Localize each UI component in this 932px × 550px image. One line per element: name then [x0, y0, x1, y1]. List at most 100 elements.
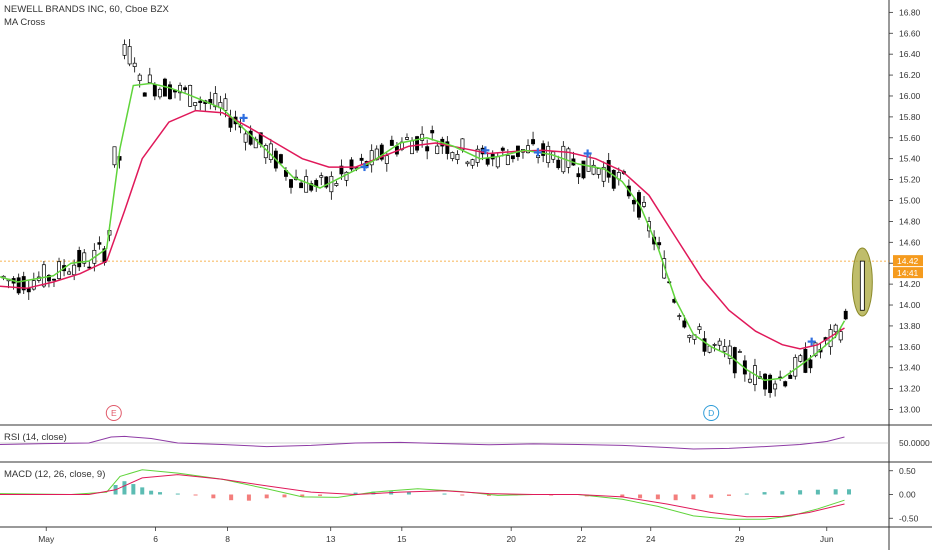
candle-body — [248, 130, 253, 145]
candle-body — [642, 201, 646, 207]
candle — [183, 85, 188, 93]
candle — [606, 152, 611, 183]
macd-hist-bar — [353, 492, 358, 495]
candle — [611, 169, 616, 192]
candle — [405, 133, 409, 141]
candle — [36, 271, 41, 283]
candle — [556, 155, 561, 170]
candle — [561, 141, 566, 174]
candle — [16, 273, 21, 295]
price-tick-label: 15.20 — [899, 175, 921, 185]
macd-hist-bar — [846, 489, 851, 495]
candle — [783, 380, 788, 388]
macd-hist-bar — [318, 494, 323, 496]
slow-ma-line — [0, 109, 845, 350]
candle — [67, 268, 72, 275]
price-tick-label: 13.40 — [899, 363, 921, 373]
candle-body — [556, 159, 561, 169]
candle-body — [389, 139, 394, 146]
candle-body — [631, 199, 636, 205]
candle — [838, 326, 843, 343]
candle — [732, 346, 737, 379]
candle — [268, 138, 273, 163]
candle-body — [763, 373, 767, 390]
candle — [82, 249, 87, 267]
macd-hist-bar — [815, 489, 820, 495]
candle-body — [228, 117, 233, 128]
price-tick-label: 15.00 — [899, 196, 921, 206]
candle — [379, 142, 384, 162]
candle-body — [768, 374, 773, 393]
candle-body — [526, 145, 530, 154]
candle-body — [531, 139, 536, 145]
candle — [515, 145, 520, 161]
candle — [122, 39, 127, 60]
candle-body — [384, 155, 389, 164]
candle — [778, 370, 783, 381]
candle-body — [369, 150, 374, 166]
macd-hist-bar — [655, 494, 660, 500]
candle-body — [581, 160, 586, 179]
macd-hist-bar — [691, 494, 696, 500]
candle-body — [465, 161, 470, 165]
candle-body — [470, 159, 475, 166]
candle — [727, 339, 732, 365]
event-circle — [703, 405, 720, 421]
candle-body — [435, 145, 440, 155]
candle-body — [717, 340, 722, 346]
candle-body — [278, 154, 283, 164]
candle-body — [838, 331, 843, 341]
candle-body — [500, 147, 505, 151]
candle-body — [591, 164, 596, 175]
price-tick-label: 15.60 — [899, 133, 921, 143]
price-tick-label: 15.40 — [899, 154, 921, 164]
candle-body — [687, 334, 692, 339]
candle-body — [339, 165, 344, 175]
candle — [384, 152, 389, 172]
candle — [193, 102, 198, 111]
candle-body — [178, 84, 183, 94]
candle — [440, 136, 445, 154]
candle-body — [147, 74, 152, 83]
event-label: D — [708, 408, 714, 418]
candle — [77, 246, 82, 271]
macd-tick-label: 0.50 — [899, 466, 916, 476]
macd-hist-bar — [798, 490, 803, 495]
candle — [132, 57, 137, 73]
candle — [768, 373, 773, 398]
macd-hist-bar — [140, 487, 145, 495]
candle-body — [485, 158, 490, 165]
candle-body — [132, 62, 137, 67]
price-axis: 16.80 16.60 16.40 16.20 16.00 15.80 15.60 15.40… — [889, 7, 921, 415]
candle — [228, 109, 233, 133]
candle — [425, 139, 430, 160]
candle-body — [268, 143, 273, 160]
candle — [369, 144, 374, 173]
price-tick-label: 14.60 — [899, 237, 921, 247]
candle — [289, 179, 293, 194]
candle — [475, 145, 480, 167]
macd-hist-bar — [211, 494, 216, 499]
indicator-label: MA Cross — [4, 17, 45, 28]
candle — [596, 167, 601, 179]
chart-title: NEWELL BRANDS INC, 60, Cboe BZX — [4, 4, 170, 15]
candle — [763, 373, 767, 396]
candle-body — [737, 351, 742, 353]
price-tick-label: 14.00 — [899, 300, 921, 310]
candle-body — [87, 266, 92, 269]
candle-body — [510, 155, 515, 160]
macd-hist-bar — [246, 494, 251, 501]
candle — [127, 39, 132, 67]
price-tick-label: 15.80 — [899, 112, 921, 122]
price-tick-label: 16.20 — [899, 70, 921, 80]
price-tick-label: 13.00 — [899, 405, 921, 415]
candle-body — [773, 383, 778, 390]
candle — [657, 236, 662, 250]
macd-hist-bar — [300, 494, 305, 497]
macd-axis: 0.50 0.00 -0.50 — [889, 466, 919, 523]
time-tick-label: 24 — [646, 534, 656, 544]
candle-body — [566, 148, 571, 168]
candle-body — [379, 144, 384, 160]
